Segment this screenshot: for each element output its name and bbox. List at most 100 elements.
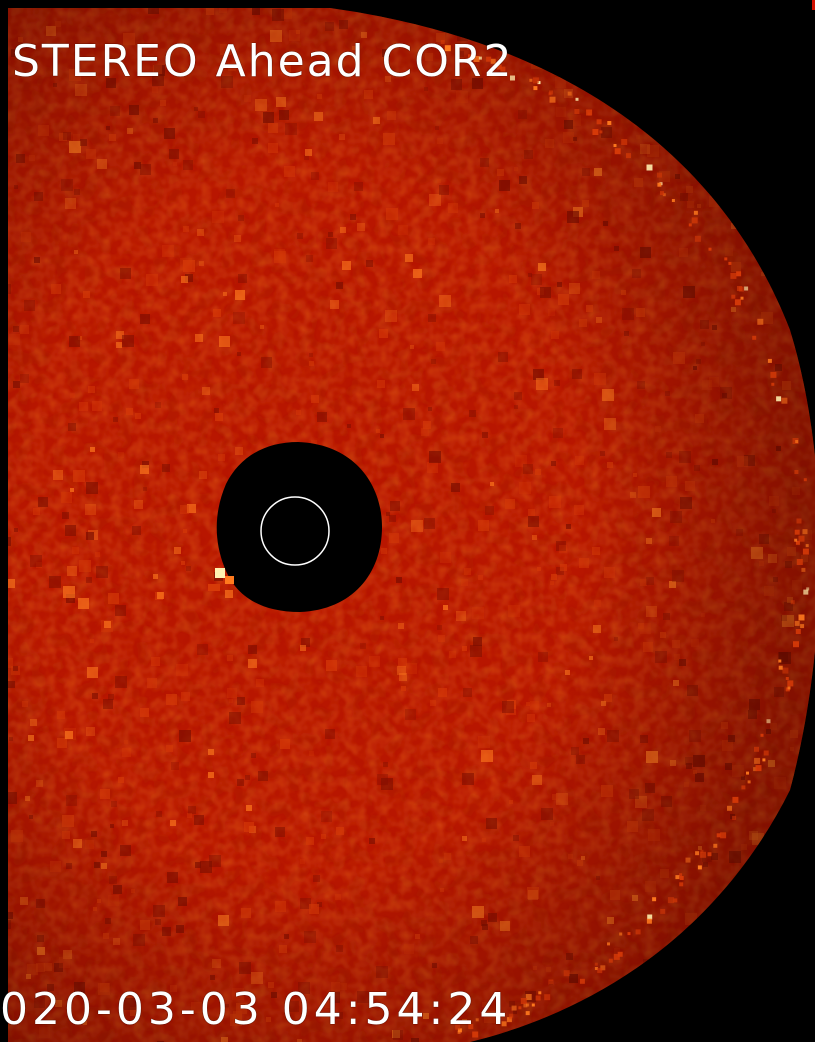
- field-edge-speck: [803, 589, 809, 595]
- field-edge-speck: [728, 261, 732, 265]
- field-edge-speck: [794, 620, 800, 626]
- field-edge-speck: [619, 932, 623, 936]
- field-edge-speck: [754, 746, 759, 752]
- field-edge-speck: [754, 757, 761, 764]
- field-edge-speck: [472, 1031, 479, 1038]
- field-edge-speck: [473, 56, 480, 62]
- field-edge-speck: [567, 91, 572, 96]
- field-edge-speck: [647, 914, 653, 920]
- field-edge-speck: [700, 849, 704, 853]
- field-edge-speck: [520, 998, 527, 1004]
- field-edge-speck: [549, 90, 553, 95]
- field-edge-speck: [708, 247, 712, 251]
- field-edge-speck: [794, 470, 799, 474]
- field-edge-speck: [444, 45, 451, 52]
- field-edge-speck: [752, 335, 757, 340]
- field-edge-speck: [688, 223, 692, 227]
- field-edge-speck: [732, 796, 739, 803]
- field-edge-speck: [660, 191, 664, 196]
- field-edge-speck: [440, 40, 445, 44]
- field-edge-speck: [646, 918, 652, 924]
- field-edge-speck: [496, 64, 502, 70]
- field-edge-speck: [533, 86, 538, 91]
- field-edge-speck: [518, 1006, 522, 1010]
- field-edge-speck: [607, 942, 610, 946]
- field-edge-speck: [579, 978, 585, 984]
- field-edge-speck: [608, 958, 613, 963]
- field-edge-speck: [660, 908, 666, 914]
- field-edge-speck: [736, 271, 742, 277]
- field-edge-speck: [767, 358, 772, 363]
- field-edge-speck: [732, 815, 737, 820]
- field-edge-speck: [627, 932, 631, 936]
- field-edge-speck: [755, 765, 762, 772]
- field-edge-speck: [679, 876, 684, 880]
- field-edge-speck: [594, 962, 598, 966]
- field-edge-speck: [496, 1005, 501, 1010]
- field-edge-speck: [652, 897, 657, 902]
- field-edge-speck: [806, 587, 810, 591]
- field-edge-speck: [744, 286, 749, 291]
- field-edge-speck: [478, 56, 482, 60]
- field-edge-speck: [771, 382, 775, 386]
- field-edge-speck: [657, 172, 662, 178]
- field-edge-speck: [586, 109, 593, 116]
- field-edge-speck: [794, 529, 800, 535]
- field-edge-speck: [800, 624, 805, 629]
- field-edge-speck: [740, 296, 744, 300]
- instrument-label: STEREO Ahead COR2: [12, 36, 514, 87]
- timestamp-label: 020-03-03 04:54:24: [0, 984, 512, 1035]
- field-edge-speck: [523, 1003, 528, 1008]
- field-edge-speck: [802, 548, 809, 555]
- field-edge-speck: [796, 559, 803, 565]
- sun-limb-circle-icon: [260, 496, 330, 566]
- field-edge-speck: [592, 129, 599, 135]
- field-edge-speck: [679, 882, 684, 887]
- field-edge-speck: [794, 538, 798, 542]
- field-edge-speck: [667, 897, 674, 904]
- field-edge-speck: [506, 1017, 512, 1023]
- field-edge-speck: [801, 567, 806, 572]
- field-edge-speck: [675, 875, 680, 880]
- field-edge-speck: [716, 833, 721, 838]
- field-edge-speck: [468, 54, 472, 59]
- field-edge-speck: [805, 544, 809, 548]
- field-edge-speck: [475, 1018, 479, 1022]
- field-edge-speck: [509, 1016, 513, 1020]
- field-edge-speck: [730, 272, 737, 279]
- field-edge-speck: [549, 96, 556, 103]
- field-edge-speck: [798, 614, 805, 621]
- field-edge-speck: [575, 97, 579, 101]
- field-edge-speck: [496, 1012, 500, 1016]
- field-edge-speck: [770, 371, 777, 378]
- field-edge-speck: [803, 478, 807, 482]
- field-edge-speck: [529, 78, 533, 82]
- field-edge-speck: [526, 1003, 530, 1007]
- field-edge-speck: [778, 665, 783, 670]
- bright-feature-side: [225, 576, 234, 584]
- field-edge-speck: [693, 210, 698, 215]
- field-edge-speck: [525, 1011, 530, 1016]
- field-edge-speck: [563, 970, 570, 977]
- field-edge-speck: [673, 898, 678, 903]
- field-edge-speck: [457, 1028, 462, 1033]
- field-edge-speck: [695, 851, 700, 856]
- field-edge-speck: [697, 865, 702, 870]
- field-edge-speck: [727, 805, 732, 811]
- field-edge-speck: [599, 130, 603, 134]
- field-edge-speck: [796, 518, 802, 524]
- field-edge-speck: [621, 139, 628, 145]
- field-edge-speck: [785, 677, 789, 680]
- field-edge-speck: [614, 148, 621, 155]
- field-edge-speck: [548, 979, 554, 985]
- field-edge-speck: [694, 235, 701, 242]
- field-edge-speck: [617, 951, 623, 957]
- field-edge-speck: [700, 851, 707, 858]
- field-edge-speck: [635, 929, 641, 935]
- field-edge-speck: [724, 257, 728, 261]
- field-edge-speck: [741, 785, 746, 790]
- field-edge-speck: [782, 667, 789, 674]
- field-edge-speck: [538, 991, 542, 995]
- field-edge-speck: [468, 1024, 474, 1030]
